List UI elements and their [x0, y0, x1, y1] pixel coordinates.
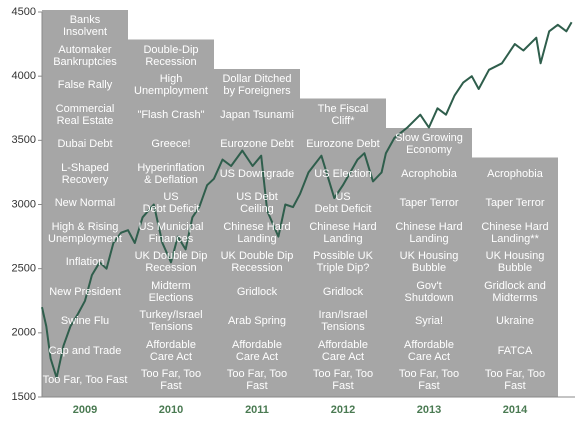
- worry-label: Midterm Elections: [148, 279, 194, 304]
- worry-label: Syria!: [414, 315, 444, 327]
- worry-label: US Debt Deficit: [142, 191, 200, 215]
- worry-label: Swine Flu: [60, 315, 110, 327]
- worry-label: Taper Terror: [399, 197, 459, 209]
- worry-label: Automaker Bankruptcies: [53, 43, 117, 68]
- worry-label: Commercial Real Estate: [55, 102, 115, 127]
- worry-label: Gov't Shutdown: [404, 279, 454, 304]
- worry-label: Too Far, Too Fast: [226, 368, 288, 392]
- x-tick-label: 2010: [158, 404, 184, 416]
- index-line: [41, 21, 573, 379]
- worry-label: High Unemployment: [134, 73, 208, 97]
- worry-label: Gridlock: [322, 285, 364, 298]
- worry-label: UK Double Dip Recession: [134, 250, 208, 274]
- worry-label: Eurozone Debt: [220, 138, 294, 150]
- lines: [41, 21, 573, 379]
- worry-label: Dollar Ditched by Foreigners: [222, 73, 292, 97]
- y-tick-label: 2500: [12, 263, 36, 275]
- worry-label: Chinese Hard Landing: [395, 220, 463, 245]
- worry-label: Japan Tsunami: [220, 108, 294, 121]
- worry-label: UK Housing Bubble: [399, 250, 459, 274]
- worry-label: Iran/Israel Tensions: [318, 309, 368, 333]
- y-tick-label: 1500: [12, 391, 36, 403]
- worry-label: Possible UK Triple Dip?: [313, 250, 373, 274]
- worry-label: Hyperinflation & Deflation: [137, 161, 205, 186]
- worry-label: US Debt Deficit: [314, 191, 372, 215]
- y-tick-label: 3000: [12, 198, 36, 210]
- boxes: [42, 10, 558, 397]
- x-tick-label: 2013: [416, 404, 442, 416]
- worry-label: Affordable Care Act: [404, 338, 454, 363]
- x-tick-label: 2011: [245, 404, 269, 416]
- worry-label: New President: [49, 285, 121, 298]
- worry-label: Greece!: [151, 138, 191, 150]
- worry-label: Affordable Care Act: [146, 338, 196, 363]
- worry-label: UK Housing Bubble: [485, 250, 545, 274]
- worry-label: Too Far, Too Fast: [140, 368, 202, 392]
- worry-label: Acrophobia: [401, 167, 457, 180]
- worry-label: Too Far, Too Fast: [398, 368, 460, 392]
- worry-box: [300, 98, 386, 397]
- y-tick-label: 4500: [12, 6, 36, 18]
- worry-label: "Flash Crash": [137, 108, 205, 121]
- worry-label: L-Shaped Recovery: [61, 161, 109, 186]
- worry-box: [214, 69, 300, 397]
- worry-label: Affordable Care Act: [232, 338, 282, 363]
- worry-label: Double-Dip Recession: [143, 43, 199, 68]
- worry-label: Too Far, Too Fast: [42, 374, 128, 386]
- y-tick-label: 4000: [12, 70, 36, 82]
- worry-label: UK Double Dip Recession: [220, 250, 294, 274]
- worry-label: Chinese Hard Landing: [223, 220, 291, 245]
- worry-label: Dubai Debt: [57, 138, 113, 150]
- worry-label: Cap and Trade: [48, 344, 122, 357]
- worry-label: Too Far, Too Fast: [484, 368, 546, 392]
- x-tick-label: 2012: [330, 404, 356, 416]
- worry-label: Arab Spring: [227, 315, 287, 327]
- worry-label: Turkey/Israel Tensions: [139, 309, 203, 333]
- x-tick-label: 2009: [72, 404, 98, 416]
- y-tick-label: 3500: [12, 134, 36, 146]
- worry-label: Gridlock: [236, 285, 278, 298]
- axes: 1500 2000 2500 3000 3500 4000 4500: [12, 6, 575, 403]
- worry-label: Eurozone Debt: [306, 138, 380, 150]
- x-tick-label: 2014: [502, 404, 528, 416]
- worry-label: US Municipal Finances: [138, 220, 204, 245]
- worry-label: US Downgrade: [219, 167, 295, 180]
- worry-box: [386, 128, 472, 397]
- worry-label: Slow Growing Economy: [395, 132, 463, 156]
- worry-label: High & Rising Unemployment: [48, 220, 122, 245]
- worry-label: New Normal: [54, 197, 116, 209]
- worry-label: Chinese Hard Landing**: [481, 220, 549, 245]
- worry-box: [472, 157, 558, 397]
- worry-label: False Rally: [57, 79, 113, 91]
- worry-label: Chinese Hard Landing: [309, 220, 377, 245]
- worry-label: FATCA: [497, 344, 533, 357]
- worry-label: US Debt Ceiling: [236, 191, 278, 215]
- worry-box: [42, 10, 128, 397]
- worry-label: US Election: [314, 167, 372, 180]
- worry-label: Inflation: [65, 256, 105, 268]
- worry-label: Ukraine: [496, 315, 534, 327]
- y-tick-label: 2000: [12, 327, 36, 339]
- worry-label: The Fiscal Cliff*: [317, 102, 369, 127]
- worry-label: Taper Terror: [485, 197, 545, 209]
- worry-label: Acrophobia: [487, 167, 543, 180]
- worry-label: Affordable Care Act: [318, 338, 368, 363]
- worry-label: Too Far, Too Fast: [312, 368, 374, 392]
- worry-label: Gridlock and Midterms: [484, 279, 546, 304]
- worry-label: Banks Insolvent: [62, 14, 108, 38]
